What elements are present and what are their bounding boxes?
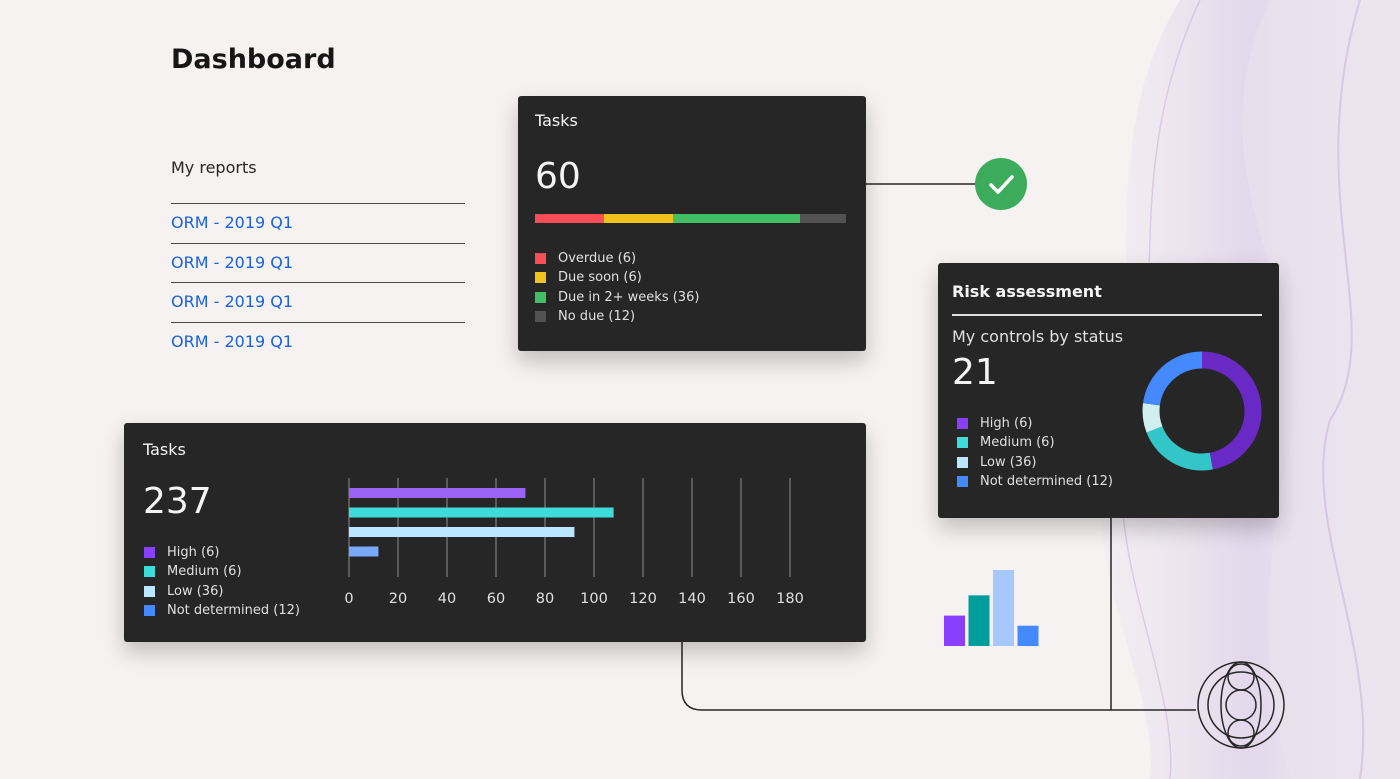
legend-swatch [144,547,155,559]
card-title: Tasks [535,111,578,130]
tasks-legend: Overdue (6) Due soon (6) Due in 2+ weeks… [535,249,699,326]
legend-item: Medium (6) [144,562,300,581]
report-list-item: ORM - 2019 Q1 [171,242,465,283]
x-tick-label: 100 [580,591,608,607]
card-title: Risk assessment [952,282,1102,301]
legend-swatch [957,456,968,468]
bar[interactable] [349,546,379,557]
divider [952,314,1262,316]
x-tick-label: 0 [344,591,353,607]
report-link[interactable]: ORM - 2019 Q1 [171,331,294,351]
bar-chart-icon [944,570,1039,646]
legend-item: Not determined (12) [957,472,1113,491]
x-tick-label: 40 [438,591,456,607]
legend-label: Not determined (12) [980,474,1113,490]
risk-assessment-card[interactable]: Risk assessment My controls by status 21… [938,263,1279,518]
legend-item: Due soon (6) [535,268,699,287]
x-tick-label: 140 [678,591,706,607]
legend-swatch [535,291,546,303]
legend-label: High (6) [167,545,220,561]
legend-item: Overdue (6) [535,249,699,268]
chart-legend: High (6) Medium (6) Low (36) Not determi… [144,543,300,620]
bar[interactable] [349,507,614,518]
mini-bar [968,595,990,646]
legend-item: Medium (6) [957,433,1113,452]
legend-swatch [957,418,968,430]
legend-item: Low (36) [144,582,300,601]
mini-bar [993,570,1014,646]
bar[interactable] [349,527,575,537]
legend-label: No due (12) [558,309,636,325]
risk-total: 21 [952,352,998,393]
status-segment [604,214,674,223]
page-title: Dashboard [171,44,336,75]
legend-label: Medium (6) [167,564,242,580]
report-link[interactable]: ORM - 2019 Q1 [171,252,294,272]
x-tick-label: 20 [389,591,407,607]
legend-swatch [535,272,546,284]
tasks-chart-card[interactable]: Tasks 237 High (6) Medium (6) Low (36) N… [124,423,866,642]
legend-item: Not determined (12) [144,601,300,620]
legend-swatch [957,476,968,488]
tasks-total: 60 [535,156,581,197]
globe-icon [1197,661,1285,749]
legend-swatch [535,253,546,265]
card-title: Tasks [143,440,186,459]
checkmark-glyph [989,175,1014,194]
legend-swatch [144,566,155,578]
x-tick-label: 120 [629,591,657,607]
legend-swatch [144,605,155,617]
horizontal-bar-chart: 0 20 40 60 80 100 120 140 160 180 [344,478,804,607]
risk-legend: High (6) Medium (6) Low (36) Not determi… [957,414,1113,491]
legend-item: Low (36) [957,453,1113,472]
report-link[interactable]: ORM - 2019 Q1 [171,213,294,232]
status-segment [673,214,800,223]
legend-item: Due in 2+ weeks (36) [535,288,699,307]
x-tick-label: 60 [487,591,505,607]
legend-label: Not determined (12) [167,603,300,619]
legend-label: High (6) [980,416,1033,432]
donut-slice [1142,351,1262,471]
legend-item: No due (12) [535,307,699,326]
x-tick-label: 180 [776,591,804,607]
report-list-item: ORM - 2019 Q1 [171,203,465,243]
legend-swatch [535,311,546,323]
legend-label: Due soon (6) [558,270,642,286]
legend-label: Low (36) [980,454,1037,470]
status-segment [799,214,846,223]
reports-heading: My reports [171,158,257,177]
legend-label: Low (36) [167,583,224,599]
legend-item: High (6) [144,543,300,562]
legend-swatch [144,585,155,597]
mini-bar [944,615,965,646]
donut-slice [1142,351,1262,471]
report-link[interactable]: ORM - 2019 Q1 [171,292,294,311]
report-list-item: ORM - 2019 Q1 [171,282,465,322]
status-segment [535,214,605,223]
legend-swatch [957,437,968,449]
legend-item: High (6) [957,414,1113,433]
legend-label: Due in 2+ weeks (36) [558,289,700,305]
mini-bar [1017,625,1039,646]
bar[interactable] [349,488,526,498]
tasks-summary-card[interactable]: Tasks 60 Overdue (6) Due soon (6) Due in… [518,96,866,351]
x-tick-label: 80 [536,591,554,607]
x-tick-label: 160 [727,591,755,607]
card-subtitle: My controls by status [952,327,1124,346]
tasks-chart-total: 237 [143,481,212,522]
donut-chart [1142,351,1262,471]
reports-list: ORM - 2019 Q1 ORM - 2019 Q1 ORM - 2019 Q… [171,203,465,361]
status-progress-bar [535,214,846,223]
donut-slice [1142,351,1262,471]
legend-label: Medium (6) [980,435,1055,451]
checkmark-icon [975,158,1027,210]
report-list-item: ORM - 2019 Q1 [171,321,465,362]
legend-label: Overdue (6) [558,251,637,267]
